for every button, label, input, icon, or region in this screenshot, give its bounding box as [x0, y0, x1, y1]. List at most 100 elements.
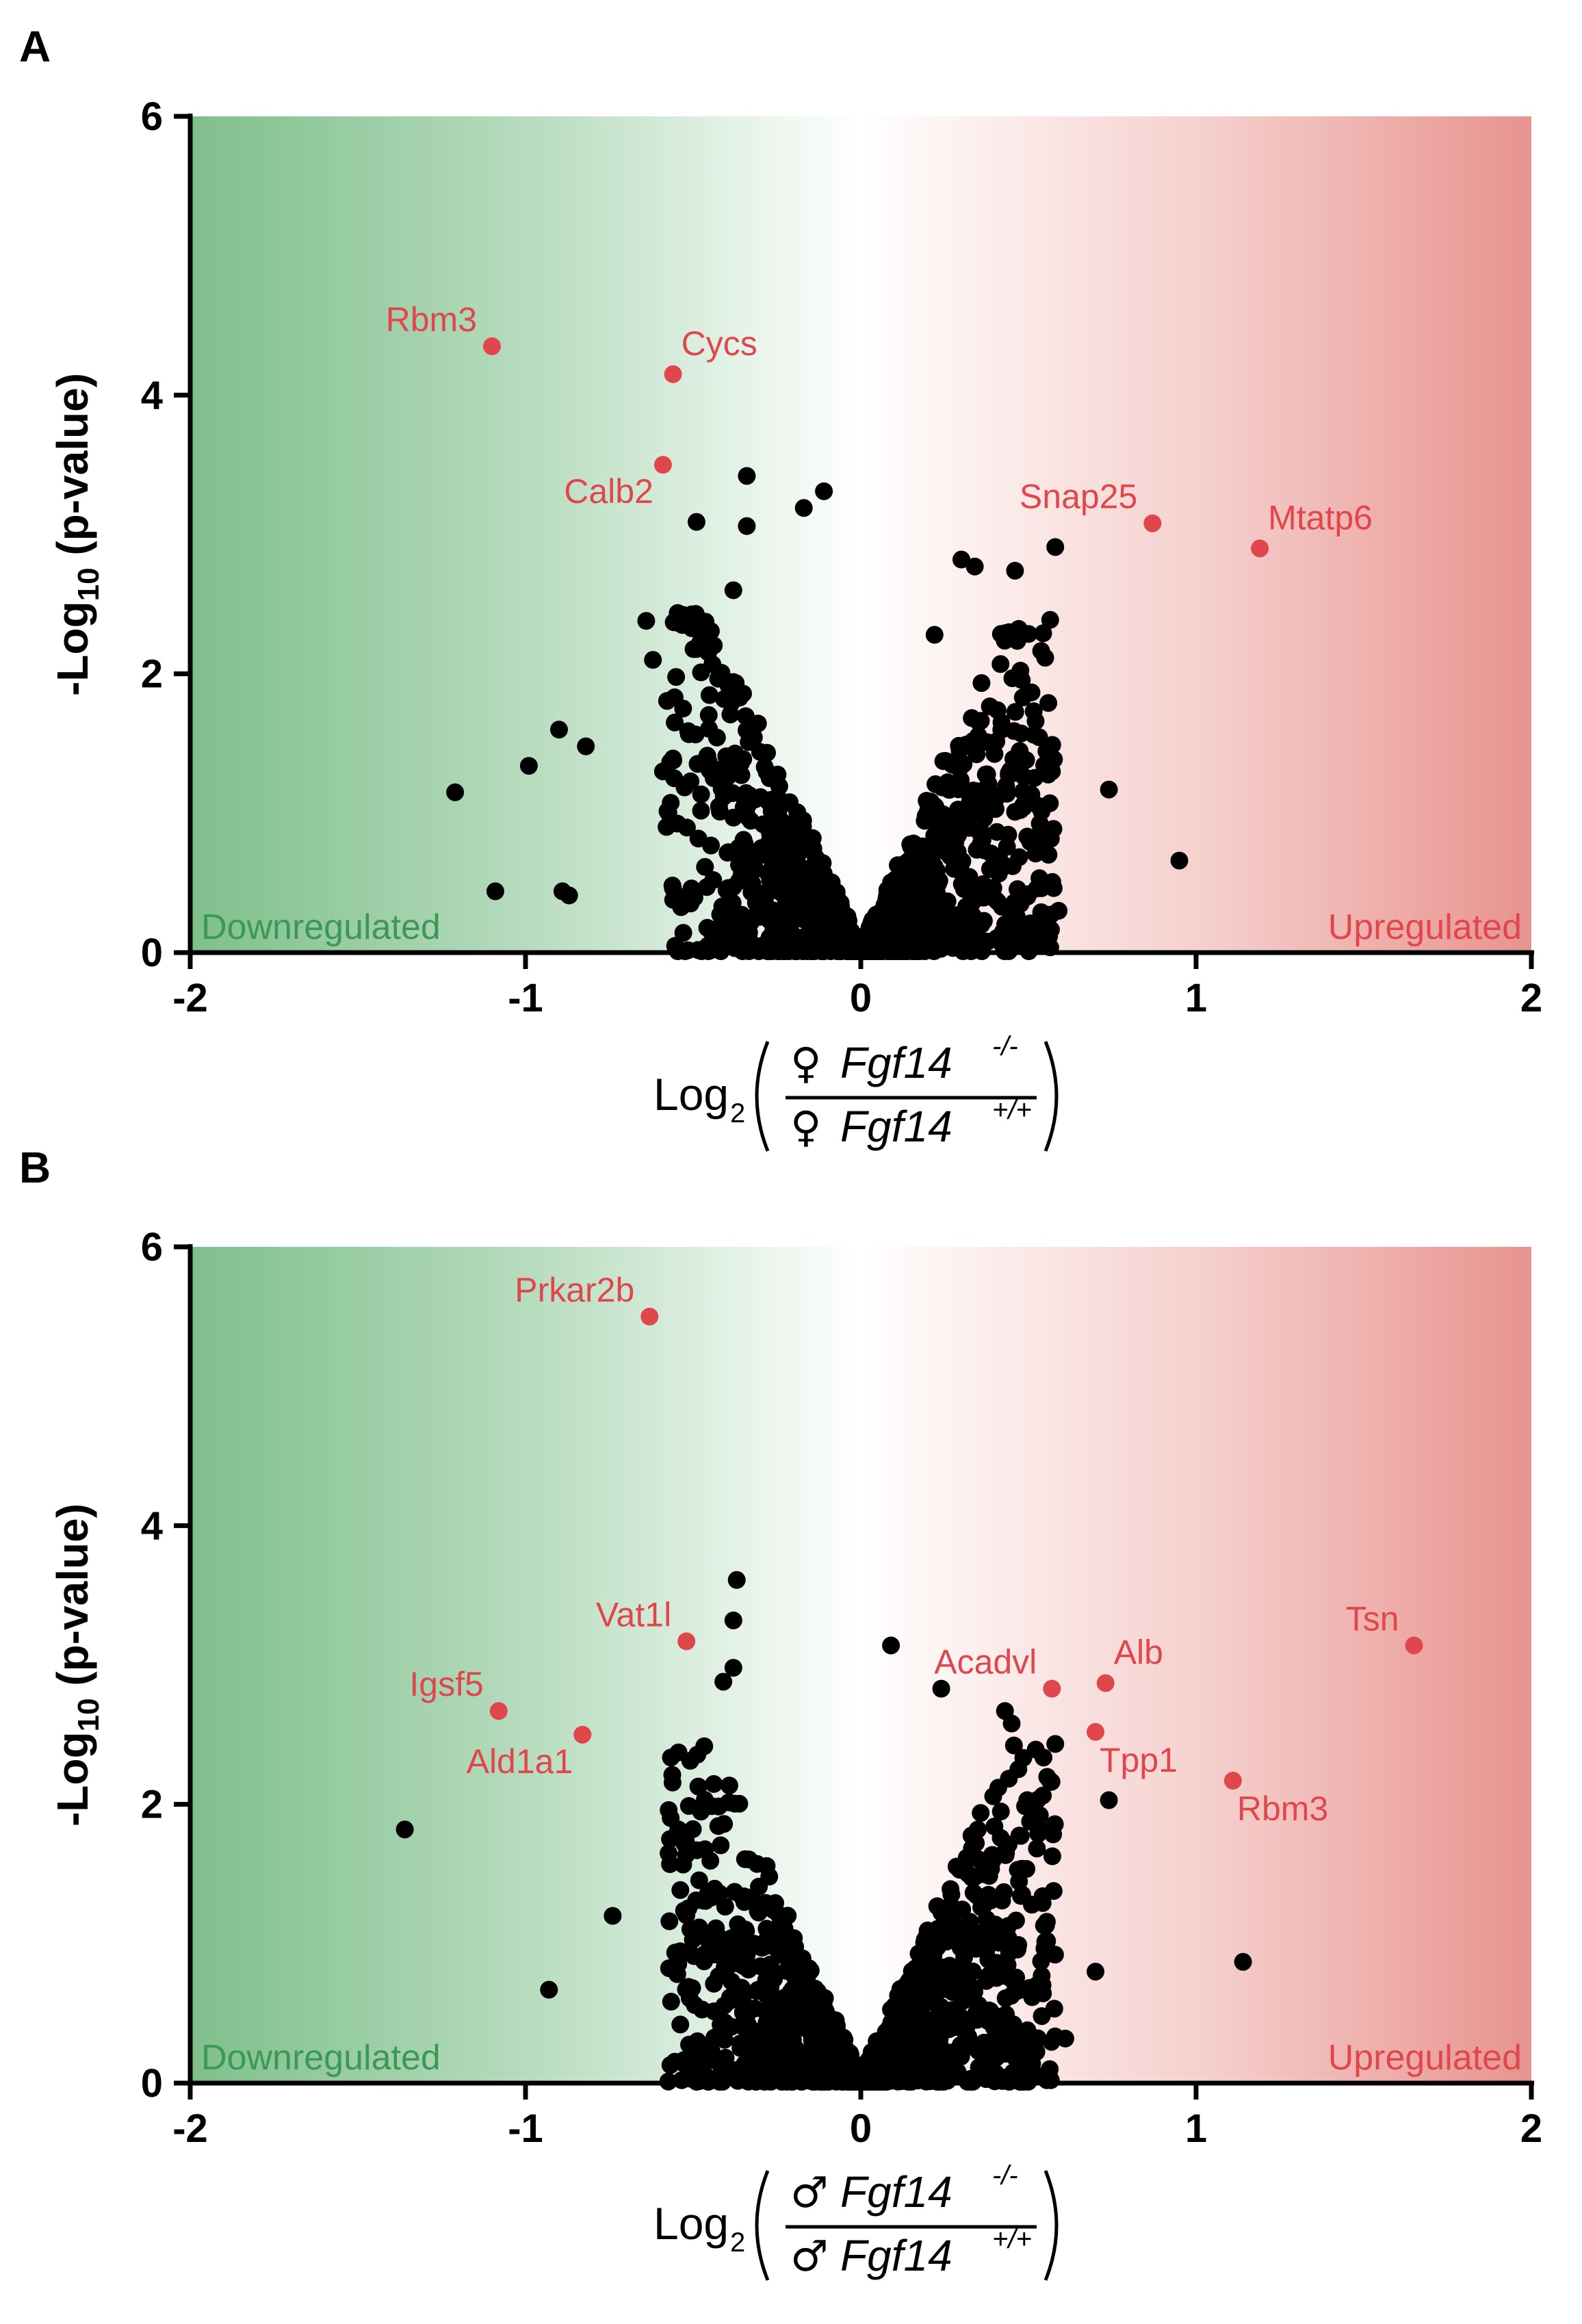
panel-a-data-point [1041, 610, 1059, 629]
panel-a-data-point [741, 914, 760, 931]
panel-a-outlier-point [1046, 538, 1065, 556]
panel-b-data-point [1009, 1861, 1027, 1879]
panel-b-downregulated-label: Downregulated [201, 2038, 441, 2078]
panel-a-denominator-gene: Fgf14 [840, 1102, 952, 1151]
panel-b-data-point [997, 1844, 1015, 1862]
panel-b-data-point [671, 2015, 690, 2034]
panel-a-outlier-point [637, 612, 656, 630]
panel-a-data-point [699, 706, 718, 724]
panel-a-data-point [969, 886, 987, 904]
panel-b-outlier-point [932, 1679, 950, 1698]
panel-a-data-point [808, 866, 827, 885]
panel-b-data-point [681, 1920, 699, 1939]
panel-b-data-point [970, 2058, 988, 2076]
panel-a-gene-label-mtatp6: Mtatp6 [1268, 498, 1373, 537]
panel-b-gene-label-tpp1: Tpp1 [1100, 1741, 1178, 1779]
panel-a-y-label-suffix: (p-value) [48, 373, 97, 567]
panel-b-data-point [1011, 2058, 1030, 2076]
panel-a-data-point [738, 797, 756, 816]
panel-a-data-point [667, 668, 686, 686]
panel-b-right-paren [1043, 2170, 1059, 2281]
panel-a-numerator-gene: Fgf14 [840, 1038, 952, 1087]
panel-a-x-tick-label: 1 [1185, 976, 1207, 1020]
panel-a-data-point [689, 829, 708, 848]
panel-a-data-point [664, 751, 683, 769]
panel-a-data-point [658, 802, 677, 821]
panel-b-data-point [1046, 1946, 1064, 1964]
panel-b-data-point [777, 2044, 796, 2063]
panel-b-data-point [964, 1883, 983, 1902]
panel-a-data-point [989, 892, 1007, 911]
panel-b-data-point [1004, 1736, 1023, 1755]
panel-a: A Rbm3 Cycs Calb2 Snap25 Mtatp6 Downregulate… [19, 22, 1542, 1152]
panel-b-y-tick-label: 6 [141, 1225, 163, 1269]
panel-b-data-point [760, 1868, 779, 1886]
panel-b-data-point [857, 2059, 876, 2078]
panel-a-data-point [711, 667, 729, 686]
panel-a-data-point [955, 880, 973, 899]
panel-a-outlier-point [1006, 561, 1024, 580]
panel-a-data-point [682, 772, 700, 790]
panel-b-data-point [777, 1987, 796, 2006]
panel-b-data-point [979, 1969, 998, 1987]
panel-a-point-calb2 [653, 456, 672, 474]
panel-a-data-point [1014, 782, 1032, 801]
panel-a-outlier-point [724, 581, 742, 599]
panel-a-data-point [917, 851, 935, 869]
panel-b-data-point [962, 1826, 981, 1845]
panel-a-data-point [975, 841, 994, 860]
panel-b-data-point [703, 1797, 721, 1816]
panel-a-data-point [1029, 797, 1048, 815]
panel-a-data-point [907, 866, 925, 885]
panel-b-data-point [731, 2066, 750, 2084]
panel-b-data-point [691, 2050, 710, 2068]
panel-b-data-point [688, 2032, 707, 2050]
panel-b-data-point [943, 2001, 961, 2019]
panel-b-data-point [689, 1777, 708, 1796]
panel-a-data-point [794, 811, 812, 829]
panel-b-ticks: -2 -1 0 1 2 0 2 4 6 [141, 1225, 1542, 2151]
panel-b-data-point [953, 1900, 972, 1919]
panel-a-outlier-point [1100, 780, 1118, 799]
panel-b-data-point [1044, 1825, 1063, 1844]
panel-a-data-point [666, 713, 684, 732]
panel-b-y-tick-label: 2 [141, 1783, 163, 1827]
panel-a-data-point [726, 762, 744, 780]
panel-b-data-point [950, 2066, 968, 2084]
panel-b-upregulated-label: Upregulated [1328, 2038, 1522, 2078]
panel-a-data-point [1017, 751, 1035, 769]
panel-a-x-tick-label: -2 [172, 976, 208, 1020]
panel-b-data-point [996, 1989, 1015, 2007]
panel-b-data-point [788, 1963, 807, 1981]
panel-b-data-point [1023, 1988, 1041, 2006]
panel-a-outlier-point [644, 651, 662, 669]
panel-b-outlier-point [714, 1673, 733, 1691]
panel-b-data-point [779, 2004, 797, 2022]
panel-a-data-point [701, 622, 720, 641]
panel-a-data-point [964, 782, 983, 800]
panel-a-data-point [1034, 913, 1052, 931]
panel-b-data-point [933, 2014, 951, 2032]
panel-b-data-point [803, 2030, 821, 2048]
panel-b-gene-label-prkar2b: Prkar2b [515, 1271, 634, 1309]
panel-a-data-point [667, 613, 686, 632]
panel-b: B Prkar2b Vat1l Igsf5 Ald1a1 Acadvl Alb Tpp1 Rb… [19, 1143, 1542, 2281]
panel-a-x-tick-label: -1 [508, 976, 543, 1020]
panel-b-data-point [937, 1933, 955, 1951]
panel-b-data-point [712, 1836, 730, 1855]
panel-b-data-point [725, 1931, 744, 1949]
panel-b-outlier-point [724, 1659, 742, 1677]
panel-b-data-point [1033, 1887, 1052, 1905]
panel-a-data-point [758, 744, 776, 762]
panel-b-data-point [781, 2063, 799, 2081]
panel-b-outlier-point [540, 1980, 558, 1999]
panel-b-plot-background [190, 1247, 1531, 2083]
panel-b-denominator-sex-symbol: ♂ [790, 2231, 829, 2281]
panel-b-numerator-genotype: -/- [992, 2160, 1018, 2191]
panel-b-data-point [760, 2005, 778, 2024]
panel-a-downregulated-label: Downregulated [201, 907, 441, 947]
panel-b-data-point [690, 1871, 708, 1889]
panel-b-x-label-base: 2 [730, 2228, 745, 2258]
panel-b-x-label-prefix: Log [653, 2198, 729, 2249]
panel-a-x-tick-label: 0 [850, 976, 872, 1020]
